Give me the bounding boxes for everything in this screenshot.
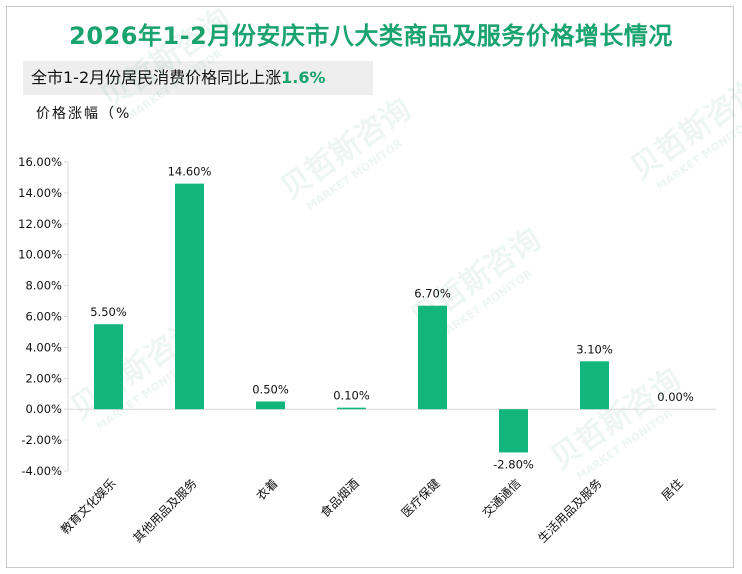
- subtitle-highlight: 1.6%: [281, 68, 326, 87]
- x-category-label: 交通通信: [479, 476, 524, 521]
- bar: [94, 324, 123, 410]
- y-tick-label: -4.00%: [21, 464, 62, 478]
- bar: [418, 305, 447, 410]
- y-tick-label: 10.00%: [18, 248, 62, 262]
- bar-value-label: 5.50%: [90, 305, 127, 319]
- x-category-label: 医疗保健: [399, 476, 443, 520]
- y-tick-label: 2.00%: [25, 371, 62, 385]
- bar: [256, 401, 285, 410]
- x-category-label: 居住: [659, 476, 686, 503]
- bar-value-label: 0.10%: [333, 389, 370, 403]
- x-category-label: 食品烟酒: [317, 476, 362, 521]
- bar: [499, 409, 528, 453]
- bar-value-label: 6.70%: [414, 287, 451, 301]
- subtitle-box: 全市1-2月份居民消费价格同比上涨1.6%: [23, 61, 373, 95]
- bar-value-label: 0.00%: [657, 390, 694, 404]
- y-tick-label: 14.00%: [18, 186, 62, 200]
- x-category-label: 其他用品及服务: [130, 476, 200, 546]
- y-tick-label: 16.00%: [18, 155, 62, 169]
- bar-value-label: 0.50%: [252, 382, 289, 396]
- bar: [337, 407, 366, 410]
- y-tick-label: 8.00%: [25, 279, 62, 293]
- bar: [580, 361, 609, 410]
- bar-value-label: 3.10%: [576, 342, 613, 356]
- chart-title: 2026年1-2月份安庆市八大类商品及服务价格增长情况: [69, 22, 673, 50]
- y-tick-label: 6.00%: [25, 310, 62, 324]
- bar: [175, 183, 204, 410]
- x-category-label: 教育文化娱乐: [57, 476, 119, 538]
- y-tick-label: 12.00%: [18, 217, 62, 231]
- y-tick-label: 0.00%: [25, 402, 62, 416]
- bar-value-label: 14.60%: [168, 165, 212, 179]
- bar-value-label: -2.80%: [493, 457, 534, 471]
- x-category-label: 生活用品及服务: [535, 476, 605, 546]
- chart-frame: [6, 6, 734, 568]
- subtitle-text: 全市1-2月份居民消费价格同比上涨: [31, 68, 282, 87]
- x-category-label: 衣着: [253, 476, 281, 504]
- y-tick-label: 4.00%: [25, 340, 62, 354]
- y-tick-label: -2.00%: [21, 433, 62, 447]
- y-axis-unit-label: 价格涨幅（%: [36, 106, 132, 122]
